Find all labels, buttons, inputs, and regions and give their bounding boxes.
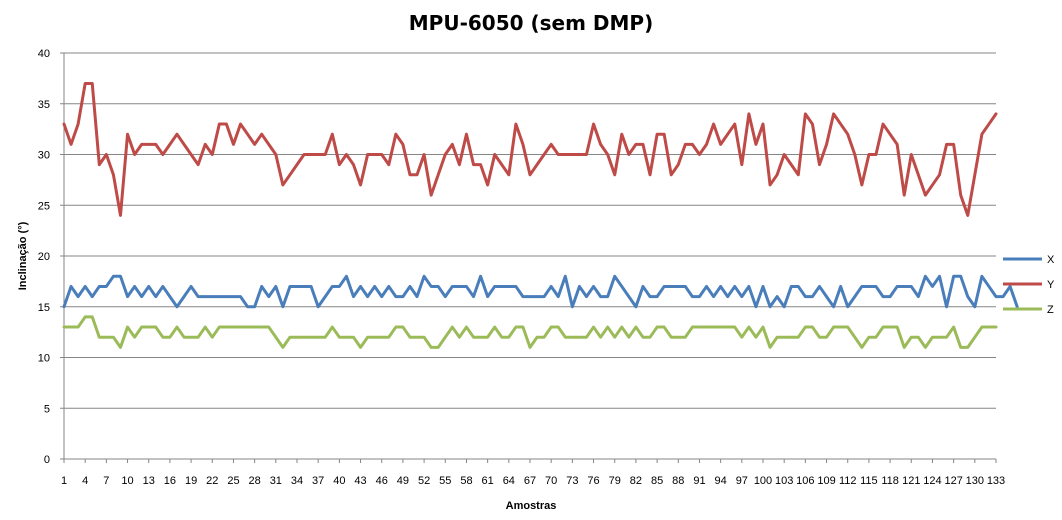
- x-tick-label: 22: [206, 475, 218, 487]
- x-tick-label: 25: [227, 475, 239, 487]
- gridlines: [64, 52, 996, 409]
- x-tick-label: 16: [164, 475, 176, 487]
- x-tick-label: 112: [839, 475, 857, 487]
- chart-title: MPU-6050 (sem DMP): [409, 11, 653, 35]
- x-tick-label: 49: [397, 475, 409, 487]
- x-tick-label: 64: [503, 475, 515, 487]
- x-tick-label: 115: [860, 475, 878, 487]
- x-tick-label: 109: [817, 475, 835, 487]
- x-tick-label: 19: [185, 475, 197, 487]
- y-tick-label: 5: [44, 403, 50, 415]
- y-tick-label: 10: [38, 353, 50, 365]
- y-tick-label: 30: [38, 150, 50, 162]
- y-tick-label: 15: [38, 302, 50, 314]
- y-tick-label: 35: [38, 99, 50, 111]
- x-tick-label: 82: [630, 475, 642, 487]
- x-tick-label: 70: [545, 475, 557, 487]
- x-tick-label: 106: [796, 475, 814, 487]
- x-tick-label: 121: [902, 475, 920, 487]
- x-tick-label: 46: [376, 475, 388, 487]
- x-tick-label: 40: [333, 475, 345, 487]
- x-tick-label: 61: [482, 475, 494, 487]
- x-tick-label: 124: [923, 475, 941, 487]
- legend-label-y: Y: [1047, 279, 1055, 291]
- y-axis-title: Inclinação (°): [17, 221, 29, 290]
- y-tick-label: 20: [38, 251, 50, 263]
- series-line-y: [62, 81, 998, 217]
- x-tick-label: 91: [693, 475, 705, 487]
- y-tick-label: 0: [44, 454, 50, 466]
- x-tick-label: 133: [987, 475, 1005, 487]
- x-tick-label: 118: [881, 475, 899, 487]
- axes: 0 5 10 15 20 25 30 35 40 1 4 7 10 13 16 19 22 25 28 31 34 37 4…: [38, 48, 1005, 487]
- x-tick-label: 67: [524, 475, 536, 487]
- x-tick-label: 52: [418, 475, 430, 487]
- x-tick-label: 130: [966, 475, 984, 487]
- x-tick-label: 13: [143, 475, 155, 487]
- x-tick-label: 1: [61, 475, 67, 487]
- x-tick-label: 85: [651, 475, 663, 487]
- x-tick-label: 94: [715, 475, 727, 487]
- x-tick-label: 37: [312, 475, 324, 487]
- x-tick-label: 103: [775, 475, 793, 487]
- x-tick-label: 97: [736, 475, 748, 487]
- x-tick-label: 58: [460, 475, 472, 487]
- series-line-z: [62, 315, 998, 349]
- x-tick-label: 73: [566, 475, 578, 487]
- x-tick-label: 127: [944, 475, 962, 487]
- x-axis-title: Amostras: [506, 500, 557, 512]
- x-tick-label: 76: [587, 475, 599, 487]
- x-tick-label: 31: [270, 475, 282, 487]
- series-line-x: [62, 274, 1019, 309]
- x-tick-label: 88: [672, 475, 684, 487]
- x-tick-label: 10: [121, 475, 133, 487]
- legend: X Y Z: [1003, 254, 1055, 316]
- legend-label-x: X: [1047, 254, 1055, 266]
- x-tick-label: 28: [249, 475, 261, 487]
- x-tick-label: 7: [103, 475, 109, 487]
- x-tick-label: 34: [291, 475, 303, 487]
- x-tick-label: 43: [354, 475, 366, 487]
- x-tick-label: 100: [754, 475, 772, 487]
- x-tick-label: 55: [439, 475, 451, 487]
- x-tick-label: 4: [82, 475, 88, 487]
- y-tick-label: 25: [38, 200, 50, 212]
- series-lines: [62, 81, 1019, 349]
- y-tick-label: 40: [38, 48, 50, 60]
- legend-label-z: Z: [1047, 304, 1054, 316]
- x-tick-label: 79: [609, 475, 621, 487]
